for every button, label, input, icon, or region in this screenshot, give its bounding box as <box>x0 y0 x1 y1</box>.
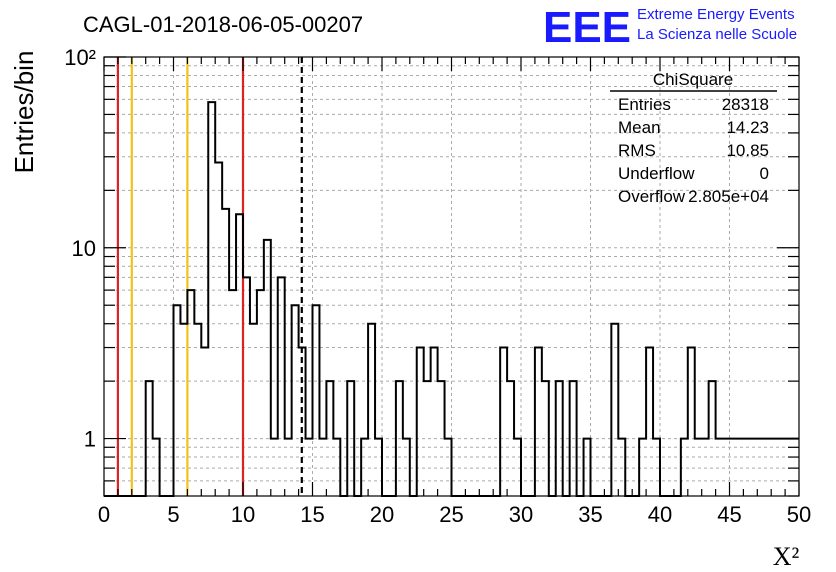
axis-ticks <box>103 56 800 497</box>
y-tick-label: 10² <box>64 45 96 70</box>
x-tick-label: 30 <box>509 502 533 527</box>
x-tick-label: 15 <box>300 502 324 527</box>
x-tick-label: 45 <box>717 502 741 527</box>
y-axis-label: Entries/bin <box>9 51 39 174</box>
x-tick-label: 20 <box>370 502 394 527</box>
stats-label-rms: RMS <box>618 141 656 160</box>
x-tick-label: 50 <box>787 502 811 527</box>
y-tick-label: 10 <box>72 236 96 261</box>
stats-label-mean: Mean <box>618 118 661 137</box>
stats-label-overflow: Overflow <box>618 187 686 206</box>
stats-value-mean: 14.23 <box>726 118 769 137</box>
stats-label-entries: Entries <box>618 95 671 114</box>
stats-box: ChiSquare Entries 28318 Mean 14.23 RMS 1… <box>610 70 777 206</box>
stats-label-underflow: Underflow <box>618 164 695 183</box>
y-tick-labels: 1 10 10² <box>64 45 96 452</box>
eee-logo: EEE Extreme Energy Events La Scienza nel… <box>543 3 797 52</box>
x-tick-label: 35 <box>578 502 602 527</box>
x-tick-label: 10 <box>231 502 255 527</box>
stats-value-overflow: 2.805e+04 <box>688 187 769 206</box>
grid <box>104 57 799 496</box>
stats-value-underflow: 0 <box>760 164 769 183</box>
x-tick-labels: 0 5 10 15 20 25 30 35 40 45 50 <box>98 502 811 527</box>
chart-title: CAGL-01-2018-06-05-00207 <box>83 12 363 37</box>
logo-line-1: Extreme Energy Events <box>637 6 795 23</box>
x-tick-label: 0 <box>98 502 110 527</box>
stats-value-rms: 10.85 <box>726 141 769 160</box>
x-tick-label: 5 <box>167 502 179 527</box>
stats-value-entries: 28318 <box>722 95 769 114</box>
logo-line-2: La Scienza nelle Scuole <box>637 26 797 43</box>
x-tick-label: 25 <box>439 502 463 527</box>
x-axis-label: X² <box>773 542 800 571</box>
y-tick-label: 1 <box>84 427 96 452</box>
stats-title: ChiSquare <box>653 70 733 89</box>
x-tick-label: 40 <box>648 502 672 527</box>
histogram-outline <box>104 101 799 497</box>
logo-mark: EEE <box>543 3 631 52</box>
